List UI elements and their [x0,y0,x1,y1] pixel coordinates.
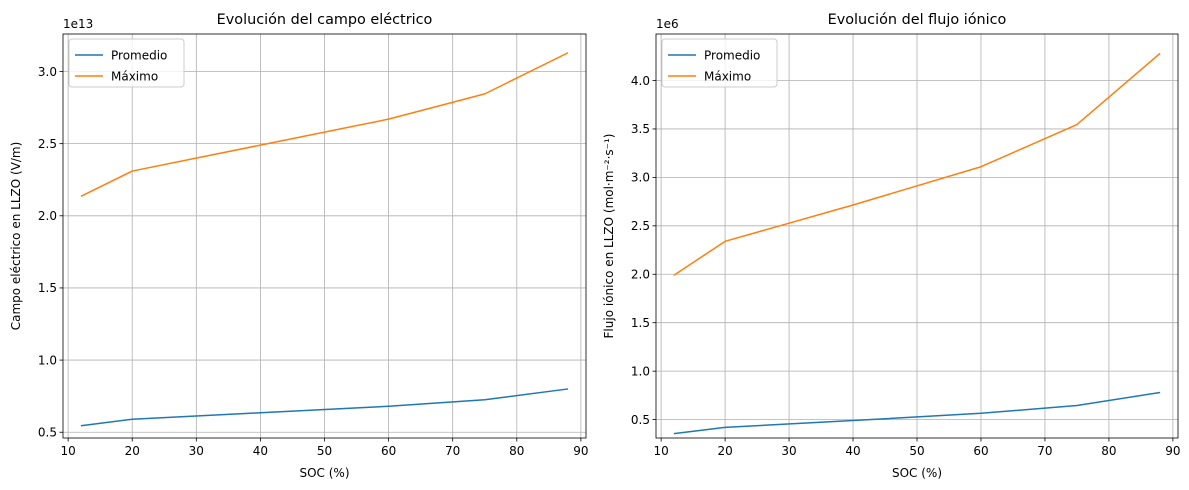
x-tick-label: 20 [125,444,140,458]
x-tick-label: 80 [509,444,524,458]
series-line-m-ximo [80,52,569,197]
chart-title: Evolución del flujo iónico [828,12,1007,28]
x-tick-label: 40 [253,444,268,458]
x-tick-label: 80 [1101,444,1116,458]
x-tick-label: 30 [189,444,204,458]
series-line-promedio [673,391,1161,435]
y-tick-label: 2.5 [38,137,57,151]
x-ticks: 10 20 30 40 50 60 70 80 90 [653,438,1181,458]
y-axis-title: Campo eléctrico en LLZO (V/m) [9,142,23,331]
legend-box [68,38,185,88]
grid [63,34,586,438]
y-tick-label: 3.0 [38,65,57,79]
x-tick-label: 30 [781,444,796,458]
x-tick-label: 40 [845,444,860,458]
y-axis-title: Flujo iónico en LLZO (mol·m⁻²·s⁻¹) [602,134,616,339]
y-tick-label: 1.0 [631,364,650,378]
x-tick-label: 60 [381,444,396,458]
legend-label: Máximo [111,70,158,84]
legend-label: Promedio [111,49,167,63]
chart-title: Evolución del campo eléctrico [217,12,433,28]
legend-label: Promedio [704,49,760,63]
x-ticks: 10 20 30 40 50 60 70 80 90 [60,438,589,458]
y-tick-label: 3.5 [631,122,650,136]
series-line-m-ximo [673,52,1161,276]
legend-label: Máximo [704,70,751,84]
x-axis-title: SOC (%) [299,466,349,480]
legend-box [661,38,778,88]
y-tick-label: 2.5 [631,219,650,233]
chart-electric-field: Evolución del campo eléctrico 1e13 SOC (… [9,12,589,480]
y-tick-label: 4.0 [631,74,650,88]
y-tick-label: 2.0 [38,209,57,223]
series-line-promedio [80,388,569,427]
x-axis-title: SOC (%) [892,466,942,480]
legend: Promedio Máximo [661,38,778,88]
y-ticks: 0.5 1.0 1.5 2.0 2.5 3.0 [38,65,63,440]
y-offset-label: 1e6 [656,17,679,31]
x-tick-label: 60 [973,444,988,458]
y-ticks: 0.5 1.0 1.5 2.0 2.5 3.0 3.5 4.0 [631,74,656,427]
x-tick-label: 70 [1037,444,1052,458]
y-tick-label: 0.5 [631,413,650,427]
legend: Promedio Máximo [68,38,185,88]
chart-ionic-flux: Evolución del flujo iónico 1e6 SOC (%) F… [602,12,1181,480]
series-lines [673,52,1161,435]
y-offset-label: 1e13 [63,17,93,31]
series-lines [80,52,569,427]
y-tick-label: 3.0 [631,171,650,185]
x-tick-label: 70 [445,444,460,458]
x-tick-label: 10 [653,444,668,458]
y-tick-label: 1.5 [38,281,57,295]
x-tick-label: 50 [317,444,332,458]
grid [656,34,1178,438]
y-tick-label: 1.5 [631,316,650,330]
y-tick-label: 1.0 [38,353,57,367]
x-tick-label: 20 [717,444,732,458]
y-tick-label: 0.5 [38,426,57,440]
x-tick-label: 90 [1165,444,1180,458]
x-tick-label: 50 [909,444,924,458]
x-tick-label: 90 [573,444,588,458]
x-tick-label: 10 [60,444,75,458]
y-tick-label: 2.0 [631,268,650,282]
